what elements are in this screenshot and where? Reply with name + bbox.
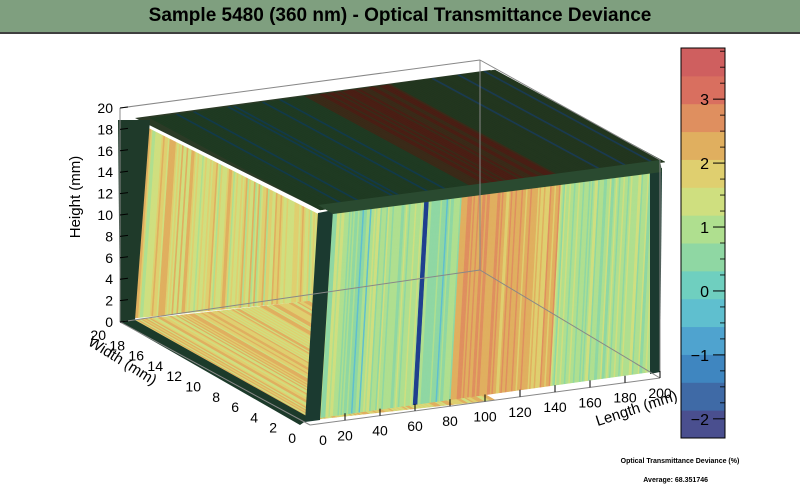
left-face — [134, 127, 321, 319]
x-tick-label: 80 — [442, 413, 458, 429]
colorbar-swatch — [681, 103, 725, 133]
y-tick-label: 0 — [288, 430, 296, 446]
z-tick-label: 10 — [97, 207, 113, 223]
z-tick-label: 0 — [105, 314, 113, 330]
z-tick — [119, 127, 129, 130]
x-tick-label: 40 — [372, 423, 388, 439]
y-tick-label: 10 — [185, 379, 201, 395]
title-bar: Sample 5480 (360 nm) - Optical Transmitt… — [0, 0, 800, 34]
colorbar-swatch — [681, 159, 725, 188]
colorbar-swatch — [681, 270, 725, 300]
z-tick — [119, 149, 129, 152]
colorbar-swatch — [681, 187, 725, 216]
z-axis-title: Height (mm) — [67, 156, 84, 239]
z-tick — [119, 192, 129, 195]
y-tick-label: 12 — [166, 368, 182, 384]
z-tick-label: 20 — [97, 100, 113, 116]
z-tick-label: 14 — [97, 164, 113, 180]
x-tick-label: 100 — [473, 409, 497, 425]
y-tick-label: 6 — [231, 399, 239, 415]
y-tick-label: 2 — [269, 420, 277, 436]
z-tick — [119, 213, 129, 216]
x-tick-label: 160 — [578, 394, 602, 410]
z-tick-label: 12 — [97, 186, 113, 202]
x-tick-label: 140 — [543, 399, 567, 415]
colorbar: −2 −1 0 1 2 3 — [680, 47, 726, 439]
colorbar-swatch — [681, 354, 725, 383]
average-label: Average: 68.351746 — [643, 477, 708, 484]
front-top-lip — [318, 160, 662, 214]
colorbar-swatch — [681, 326, 725, 355]
y-tick-label: 16 — [128, 348, 144, 364]
front-right-edge — [650, 168, 662, 374]
colorbar-swatch — [681, 382, 725, 411]
colorbar-tick-label: 3 — [700, 92, 709, 109]
colorbar-tick-label: 1 — [700, 220, 709, 237]
y-tick-label: 18 — [109, 337, 125, 353]
x-tick-label: 60 — [407, 418, 423, 434]
z-tick-label: 2 — [105, 293, 113, 309]
colorbar-tick-label: 0 — [700, 284, 709, 301]
left-edge — [118, 120, 150, 322]
y-tick-label: 8 — [212, 389, 220, 405]
colorbar-swatch — [681, 243, 725, 272]
z-tick — [119, 299, 129, 302]
box-3d — [118, 69, 666, 425]
colorbar-tick-label: −2 — [691, 412, 709, 429]
colorbar-swatch — [681, 298, 725, 328]
y-tick-label: 14 — [147, 358, 163, 374]
x-tick-label: 120 — [508, 404, 532, 420]
z-tick — [119, 256, 129, 259]
z-tick-label: 4 — [105, 271, 113, 287]
z-tick — [119, 170, 129, 173]
z-tick — [119, 277, 129, 280]
z-tick-label: 18 — [97, 121, 113, 137]
colorbar-swatch — [681, 131, 725, 160]
x-tick-label: 180 — [613, 390, 637, 406]
colorbar-swatch — [681, 410, 725, 439]
axis-frame — [119, 59, 661, 426]
chart-title: Sample 5480 (360 nm) - Optical Transmitt… — [148, 5, 652, 26]
top-face-stripes — [149, 69, 666, 211]
colorbar-tick-label: −1 — [691, 348, 709, 365]
x-tick-label: 200 — [648, 385, 672, 401]
z-tick-label: 8 — [105, 228, 113, 244]
colorbar-title: Optical Transmittance Deviance (%) — [620, 458, 740, 465]
colorbar-swatch — [681, 215, 725, 244]
z-tick — [119, 234, 129, 237]
z-tick-label: 16 — [97, 143, 113, 159]
colorbar-tick-label: 2 — [700, 156, 709, 173]
front-face — [317, 171, 661, 419]
x-tick-label-zero: 0 — [319, 432, 327, 448]
front-left-edge — [305, 210, 333, 422]
colorbar-swatch — [681, 48, 725, 77]
z-tick-label: 6 — [105, 250, 113, 266]
y-tick-label: 20 — [90, 327, 106, 343]
z-tick — [119, 106, 129, 109]
z-tick — [119, 320, 129, 323]
x-tick-label: 20 — [337, 427, 353, 443]
y-tick-label: 4 — [250, 409, 258, 425]
